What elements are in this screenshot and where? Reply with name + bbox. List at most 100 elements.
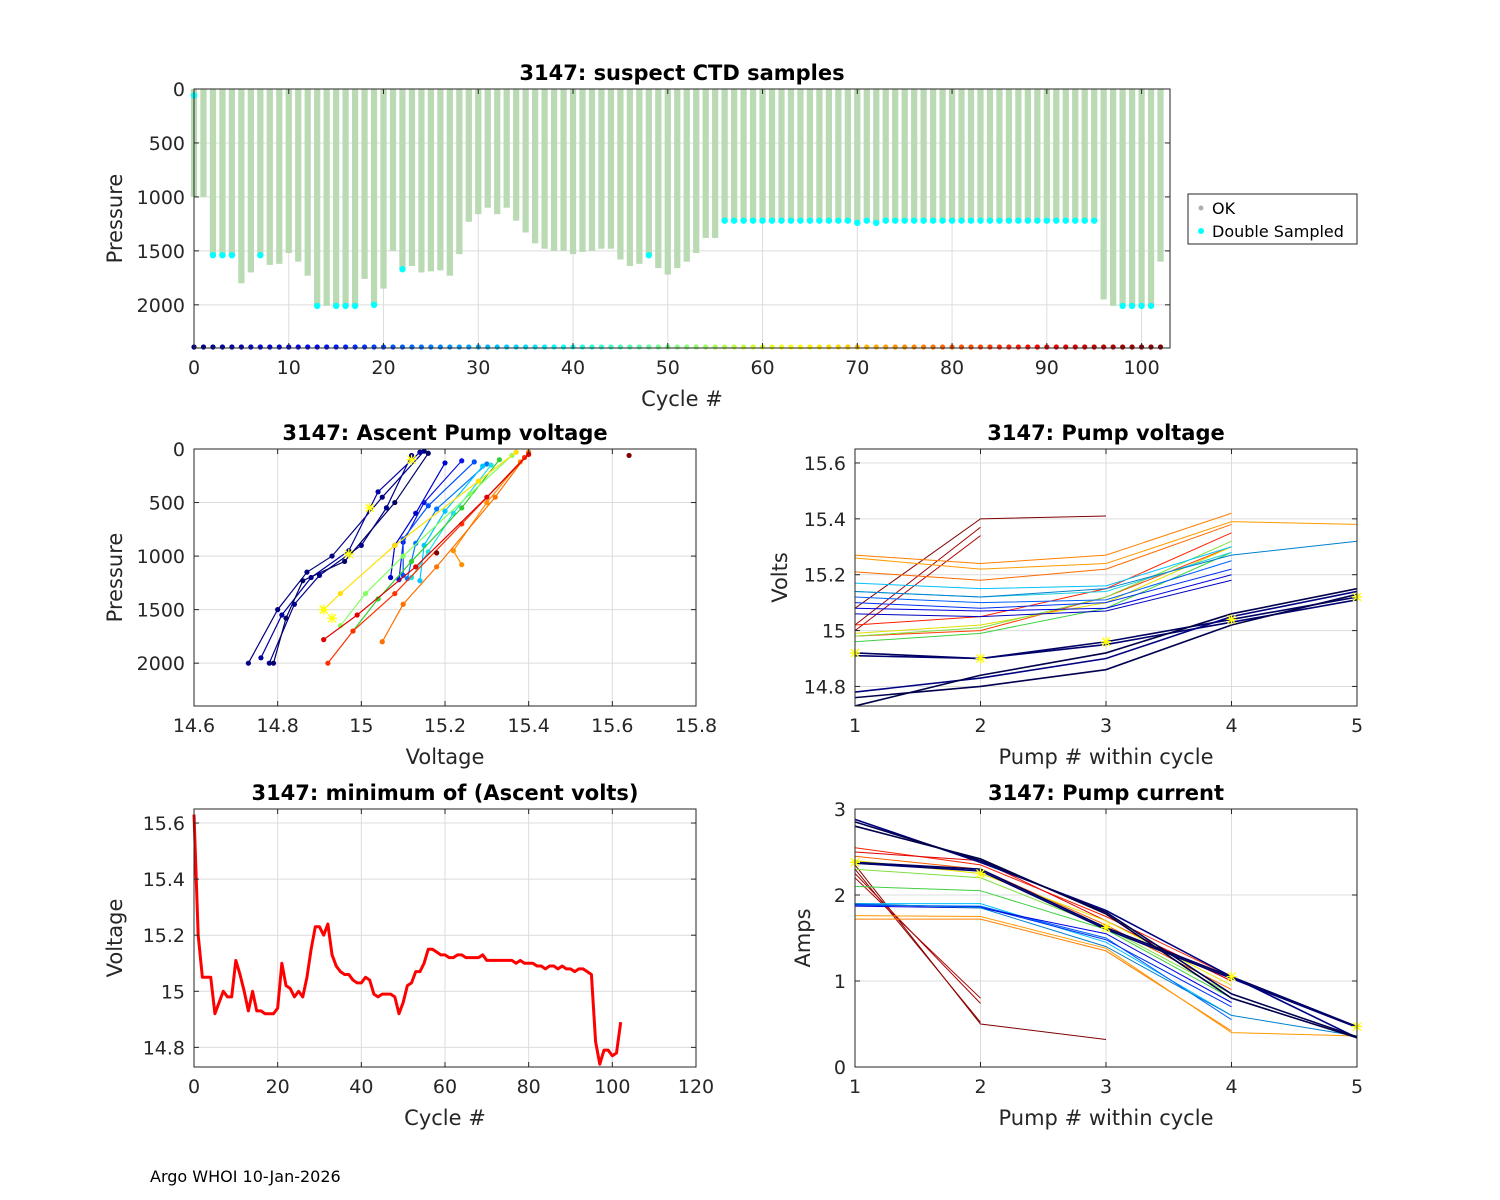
- cycle-dot: [797, 344, 804, 350]
- ascent-point: [496, 457, 502, 463]
- legend-ok-label: OK: [1212, 199, 1236, 218]
- ok-bar: [257, 89, 264, 256]
- ok-bar: [370, 89, 378, 305]
- ok-bar: [844, 89, 851, 222]
- double-sampled-point: [882, 217, 889, 224]
- ok-bar: [693, 89, 700, 254]
- ascent-point: [300, 578, 306, 584]
- double-sampled-point: [1090, 217, 1098, 224]
- ok-bar: [1005, 89, 1013, 222]
- double-sampled-point: [1081, 217, 1088, 224]
- pump-current-series: [854, 825, 1358, 1039]
- cycle-dot: [769, 344, 775, 350]
- double-sampled-point: [825, 217, 833, 224]
- ascent-point: [626, 452, 632, 459]
- ok-bar: [1100, 89, 1107, 300]
- y-axis-label: Pressure: [103, 174, 127, 264]
- cycle-dot: [826, 344, 832, 350]
- ascent-series-line: [260, 451, 421, 659]
- double-sampled-point: [740, 217, 747, 224]
- cycle-dot: [873, 344, 879, 350]
- ascent-point: [379, 639, 385, 645]
- chart-title: 3147: suspect CTD samples: [519, 61, 844, 85]
- cycle-dot: [456, 344, 462, 350]
- legend-double-label: Double Sampled: [1212, 222, 1344, 241]
- pump-voltage-series: [855, 532, 1232, 626]
- ok-bar: [314, 89, 321, 306]
- ok-bar: [219, 89, 226, 256]
- cycle-dot: [883, 344, 889, 350]
- ok-bar: [674, 89, 681, 269]
- ok-bar: [721, 89, 728, 222]
- pump-voltage-series: [855, 587, 1357, 706]
- ok-bar: [228, 89, 236, 256]
- ascent-point: [375, 596, 381, 602]
- ok-bar: [730, 89, 738, 222]
- ascent-point: [459, 562, 465, 568]
- y-tick-label: 14.8: [804, 676, 846, 698]
- cycle-dot: [608, 344, 614, 350]
- ok-bar: [503, 89, 510, 208]
- ascent-point: [304, 569, 310, 575]
- ok-bar: [911, 89, 918, 222]
- plot-content: [245, 448, 632, 666]
- ascent-series-line: [247, 450, 425, 664]
- y-tick-label: 15.6: [804, 453, 846, 475]
- ok-bar: [967, 89, 975, 222]
- x-tick-label: 20: [371, 357, 395, 379]
- ascent-point: [421, 448, 427, 454]
- chart-title: 3147: Pump voltage: [987, 421, 1225, 445]
- pump-voltage-series: [855, 560, 1232, 604]
- y-tick-label: 2: [834, 885, 846, 907]
- axes-frame: 14.6 14.8 15 15.2 15.4 15.6 15.8 0 500 1000 1500 20…: [137, 439, 718, 737]
- double-sampled-point: [313, 302, 321, 310]
- ok-bar: [1081, 89, 1088, 222]
- double-sampled-point: [778, 217, 785, 224]
- pump-voltage-marker: [1101, 636, 1111, 647]
- x-tick-label: 3: [1100, 715, 1112, 737]
- double-sampled-point: [209, 251, 217, 259]
- ok-bar: [1015, 89, 1022, 222]
- x-tick-label: 60: [433, 1076, 457, 1098]
- double-sampled-point: [920, 217, 927, 224]
- ok-bar: [569, 89, 577, 255]
- ascent-pump-voltage-axes: 14.6 14.8 15 15.2 15.4 15.6 15.8 0 500 1000 1500 20…: [103, 421, 717, 769]
- cycle-dot: [1101, 344, 1107, 350]
- cycle-dot: [1072, 344, 1078, 350]
- ascent-point: [400, 553, 406, 559]
- cycle-dot: [399, 344, 406, 350]
- x-tick-label: 30: [466, 357, 490, 379]
- ok-bar: [920, 89, 927, 222]
- pump-voltage-series: [855, 590, 1357, 693]
- ascent-marker: [343, 548, 354, 559]
- ok-bar: [873, 89, 880, 222]
- ok-bar: [863, 89, 870, 222]
- ascent-marker: [406, 454, 417, 465]
- ascent-point: [492, 494, 498, 500]
- cycle-dot: [807, 344, 813, 350]
- ok-bar: [1128, 89, 1136, 306]
- ascent-point: [258, 655, 264, 661]
- x-tick-label: 100: [594, 1076, 630, 1098]
- ok-bar: [1119, 89, 1126, 306]
- y-tick-label: 2000: [137, 653, 185, 675]
- cycle-dot: [902, 344, 908, 350]
- ok-bar: [276, 89, 283, 264]
- ascent-point: [375, 489, 381, 495]
- cycle-dot: [655, 344, 661, 350]
- ok-bar: [655, 89, 662, 269]
- cycle-dot: [343, 344, 349, 350]
- ascent-point: [245, 660, 251, 666]
- x-axis-label: Cycle #: [404, 1106, 486, 1130]
- ok-bar: [740, 89, 747, 222]
- x-tick-label: 0: [188, 1076, 200, 1098]
- ascent-point: [480, 463, 486, 469]
- x-tick-label: 90: [1035, 357, 1059, 379]
- x-tick-label: 15: [349, 715, 373, 737]
- double-sampled-point: [749, 217, 757, 224]
- ok-bar: [1110, 89, 1117, 306]
- plot-area: [194, 89, 1170, 348]
- ascent-point: [354, 612, 360, 618]
